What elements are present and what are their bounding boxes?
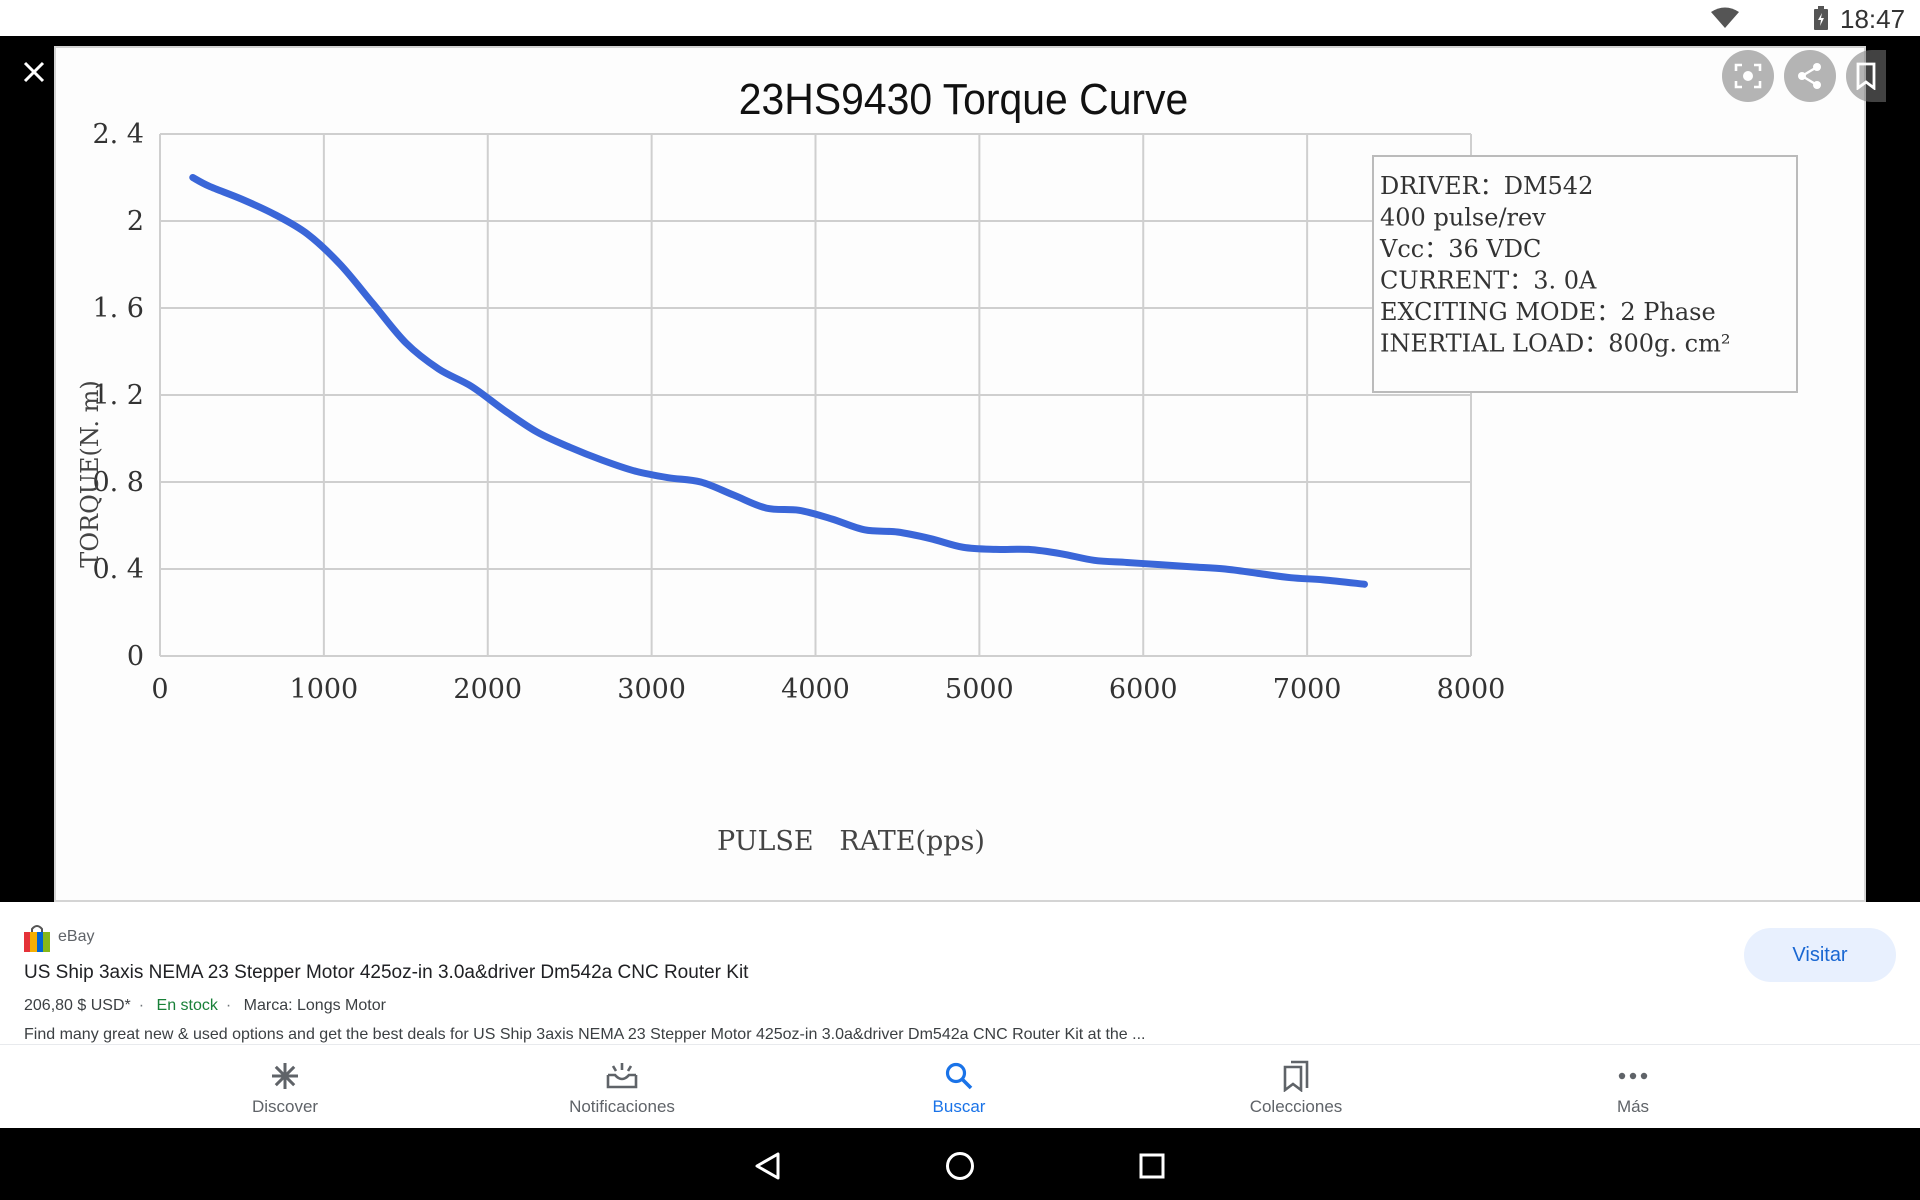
back-icon — [755, 1152, 780, 1180]
product-description: Find many great new & used options and g… — [24, 1026, 1146, 1043]
status-bar: 18:47 — [0, 0, 1920, 36]
nav-label-colecciones: Colecciones — [1249, 1097, 1343, 1116]
bookmark-icon — [1856, 62, 1876, 90]
nav-discover[interactable]: Discover — [165, 1045, 405, 1129]
inbox-icon — [606, 1063, 638, 1089]
x-tick-label: 7000 — [1273, 674, 1342, 705]
close-icon — [23, 61, 45, 83]
share-icon — [1798, 63, 1821, 89]
product-brand: Marca: Longs Motor — [243, 997, 386, 1014]
x-axis-label: PULSE RATE(pps) — [717, 826, 985, 857]
nav-label-notificaciones: Notificaciones — [569, 1097, 675, 1116]
x-tick-label: 4000 — [781, 674, 850, 705]
source-site-name: eBay — [58, 928, 95, 945]
y-tick-label: 2 — [127, 206, 144, 237]
collections-icon — [1283, 1060, 1309, 1092]
chart-title: 23HS9430 Torque Curve — [739, 76, 1188, 125]
bookmark-button[interactable] — [1846, 50, 1886, 102]
shopping-bag-icon — [24, 925, 50, 952]
y-tick-label: 1. 6 — [92, 293, 144, 324]
nav-notificaciones[interactable]: Notificaciones — [502, 1045, 742, 1129]
x-tick-label: 0 — [151, 674, 168, 705]
stock-status: En stock — [156, 997, 218, 1014]
share-button[interactable] — [1784, 50, 1836, 102]
y-axis-label: TORQUE(N. m) — [76, 380, 104, 567]
product-price: 206,80 $ USD* — [24, 997, 131, 1014]
system-navigation — [0, 1128, 1920, 1200]
nav-label-buscar: Buscar — [932, 1097, 986, 1116]
y-tick-label: 2. 4 — [92, 119, 144, 150]
x-tick-label: 3000 — [617, 674, 686, 705]
nav-buscar[interactable]: Buscar — [839, 1045, 1079, 1129]
annotation-line: EXCITING MODE：2 Phase — [1380, 298, 1716, 326]
lens-icon — [1734, 63, 1762, 89]
recents-button[interactable] — [1132, 1146, 1172, 1186]
x-tick-label: 2000 — [453, 674, 522, 705]
nav-label-discover: Discover — [251, 1097, 319, 1116]
chart-image: 0 1000 2000 3000 4000 5000 6000 7000 8000 0 0. 4 0… — [54, 46, 1866, 902]
nav-mas[interactable]: Más — [1513, 1045, 1753, 1129]
y-tick-label: 0 — [127, 641, 144, 672]
asterisk-icon — [272, 1063, 298, 1089]
wifi-icon — [1711, 7, 1739, 28]
nav-colecciones[interactable]: Colecciones — [1176, 1045, 1416, 1129]
annotation-line: 400 pulse/rev — [1380, 204, 1546, 232]
back-button[interactable] — [748, 1146, 788, 1186]
battery-icon — [1814, 6, 1828, 30]
annotation-line: Vcc：36 VDC — [1379, 235, 1541, 263]
home-button[interactable] — [940, 1146, 980, 1186]
series-line — [189, 174, 1368, 588]
visit-button[interactable]: Visitar — [1744, 928, 1896, 982]
status-clock: 18:47 — [1840, 4, 1906, 34]
nav-label-mas: Más — [1616, 1097, 1650, 1116]
home-icon — [946, 1152, 974, 1180]
y-tick-label: 0. 4 — [92, 554, 144, 585]
source-info: eBay US Ship 3axis NEMA 23 Stepper Motor… — [0, 902, 1920, 1044]
x-tick-label: 8000 — [1437, 674, 1506, 705]
close-button[interactable] — [14, 52, 54, 92]
annotation-line: CURRENT：3. 0A — [1380, 267, 1597, 295]
chart-annotation-box: DRIVER：DM542 400 pulse/rev Vcc：36 VDC CURRE… — [1372, 155, 1798, 393]
torque-chart: 0 1000 2000 3000 4000 5000 6000 7000 8000 0 0. 4 0… — [54, 46, 1866, 902]
product-title-link[interactable]: US Ship 3axis NEMA 23 Stepper Motor 425o… — [24, 962, 749, 983]
annotation-line: DRIVER：DM542 — [1380, 172, 1593, 200]
bottom-navigation: Discover Notificaciones Buscar Coleccion… — [0, 1044, 1920, 1128]
product-meta: 206,80 $ USD* · En stock · Marca: Longs Mo… — [24, 997, 386, 1014]
annotation-line: INERTIAL LOAD：800g. cm² — [1380, 330, 1730, 358]
recents-icon — [1139, 1153, 1165, 1179]
search-icon — [945, 1062, 973, 1090]
y-tick-label: 1. 2 — [92, 380, 144, 411]
x-tick-label: 6000 — [1109, 674, 1178, 705]
lens-button[interactable] — [1722, 50, 1774, 102]
more-icon — [1618, 1072, 1648, 1080]
y-tick-label: 0. 8 — [92, 467, 144, 498]
x-tick-label: 1000 — [290, 674, 359, 705]
image-viewer: 0 1000 2000 3000 4000 5000 6000 7000 8000 0 0. 4 0… — [0, 36, 1920, 902]
x-tick-label: 5000 — [945, 674, 1014, 705]
